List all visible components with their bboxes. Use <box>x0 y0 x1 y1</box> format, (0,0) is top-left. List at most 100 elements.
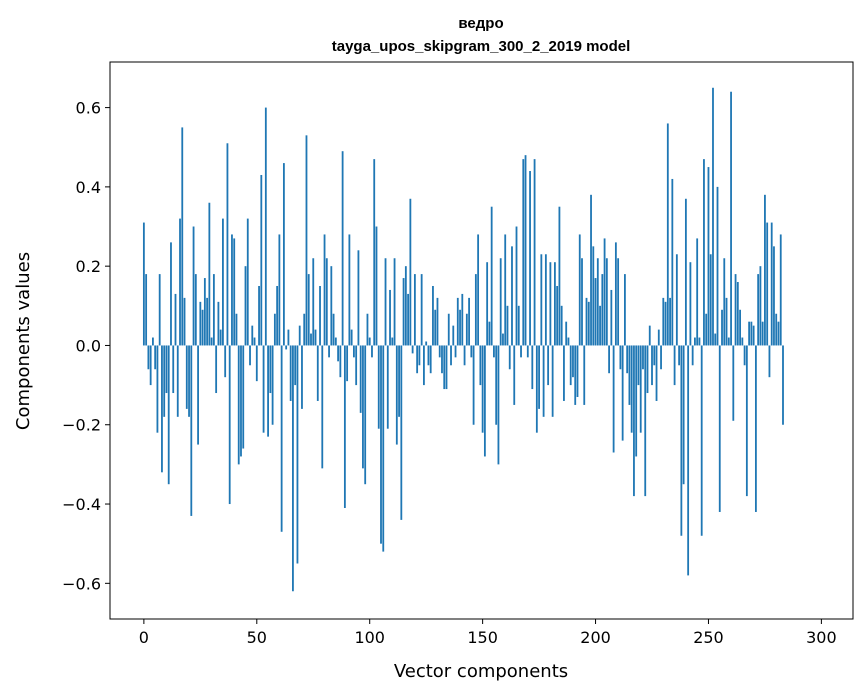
bar-196 <box>585 297 588 346</box>
bar-226 <box>653 345 656 366</box>
bar-253 <box>714 333 717 346</box>
bar-168 <box>522 159 525 346</box>
bar-180 <box>549 262 552 346</box>
bar-129 <box>434 309 437 346</box>
y-tick-label: −0.4 <box>62 495 101 514</box>
bar-157 <box>497 345 500 465</box>
bar-146 <box>472 345 475 425</box>
bar-198 <box>590 194 592 346</box>
bar-280 <box>775 313 778 346</box>
bar-243 <box>691 345 694 366</box>
bar-3 <box>149 345 152 386</box>
bar-82 <box>328 345 330 358</box>
bar-60 <box>278 234 281 346</box>
bar-261 <box>732 345 735 421</box>
bar-251 <box>709 254 712 346</box>
bar-222 <box>644 345 647 497</box>
bar-56 <box>269 345 272 394</box>
bar-1 <box>145 274 148 346</box>
bar-233 <box>669 297 671 346</box>
bar-270 <box>752 325 755 346</box>
bar-201 <box>596 258 599 346</box>
bar-132 <box>441 345 443 374</box>
bar-136 <box>450 345 452 366</box>
bar-44 <box>242 345 245 449</box>
bar-26 <box>201 309 204 346</box>
bar-277 <box>768 345 771 378</box>
x-tick-label: 100 <box>354 628 385 647</box>
bar-37 <box>226 143 229 346</box>
bar-20 <box>188 345 190 417</box>
bar-14 <box>174 293 177 346</box>
bar-95 <box>357 250 360 346</box>
bar-187 <box>565 321 568 346</box>
bar-11 <box>167 345 170 485</box>
bar-40 <box>233 238 236 346</box>
bar-225 <box>651 345 653 386</box>
bar-134 <box>445 345 448 390</box>
bar-283 <box>782 345 784 425</box>
bar-126 <box>427 345 430 366</box>
bar-67 <box>294 345 297 386</box>
bar-108 <box>386 345 389 429</box>
bars-group <box>142 87 784 592</box>
bar-165 <box>515 226 518 346</box>
bar-99 <box>366 313 369 346</box>
bar-97 <box>362 345 364 469</box>
bar-268 <box>748 321 751 346</box>
bar-269 <box>750 321 753 346</box>
bar-164 <box>513 345 516 405</box>
bar-49 <box>253 337 256 346</box>
bar-38 <box>228 345 231 505</box>
bar-125 <box>425 341 428 346</box>
bar-19 <box>185 345 188 409</box>
bar-170 <box>526 345 529 358</box>
bar-166 <box>517 305 520 346</box>
bar-242 <box>689 262 692 346</box>
bar-239 <box>682 345 685 485</box>
bar-273 <box>759 266 762 346</box>
bar-212 <box>621 345 624 441</box>
bar-35 <box>222 218 224 346</box>
bar-36 <box>224 345 227 378</box>
bar-101 <box>371 345 373 358</box>
bar-193 <box>578 234 581 346</box>
bar-63 <box>285 345 288 350</box>
bar-113 <box>398 345 400 417</box>
bar-138 <box>454 345 457 358</box>
bar-115 <box>402 278 405 346</box>
bar-218 <box>635 345 638 457</box>
bar-204 <box>603 238 606 346</box>
x-tick-label: 50 <box>247 628 267 647</box>
chart-subtitle: tayga_upos_skipgram_300_2_2019 model <box>332 38 631 55</box>
bar-234 <box>671 178 674 346</box>
bar-121 <box>416 345 419 374</box>
bar-209 <box>614 242 617 346</box>
bar-191 <box>574 345 577 405</box>
bar-147 <box>474 274 477 346</box>
bar-4 <box>152 337 154 346</box>
bar-131 <box>438 345 441 358</box>
bar-182 <box>553 262 556 346</box>
bar-150 <box>481 345 484 433</box>
y-axis-label: Components values <box>13 252 34 430</box>
plot-frame <box>109 61 854 620</box>
bar-151 <box>483 345 486 457</box>
bar-7 <box>158 274 161 346</box>
bar-41 <box>235 313 238 346</box>
bar-130 <box>436 297 439 346</box>
bar-217 <box>633 345 635 497</box>
bar-272 <box>757 274 760 346</box>
bar-119 <box>411 345 414 354</box>
bar-141 <box>461 293 464 346</box>
bar-102 <box>373 159 376 346</box>
bar-86 <box>337 345 339 362</box>
bar-122 <box>418 345 421 366</box>
bar-0 <box>142 222 145 346</box>
bar-111 <box>393 258 396 346</box>
bar-175 <box>538 345 540 409</box>
bar-29 <box>208 202 211 346</box>
bar-84 <box>332 313 335 346</box>
bar-62 <box>282 163 285 346</box>
x-tick-label: 150 <box>467 628 498 647</box>
